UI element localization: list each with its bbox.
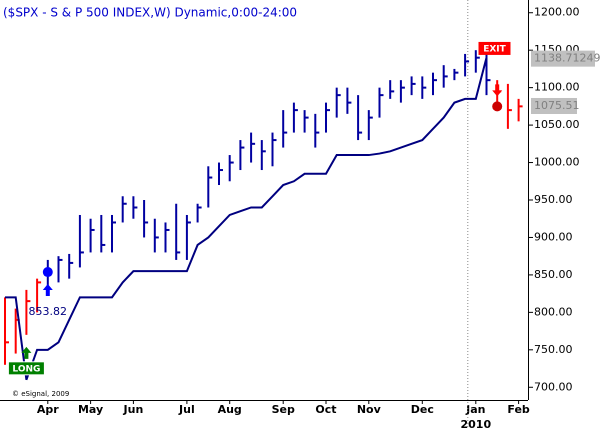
x-tick-label: May — [78, 403, 103, 416]
year-label: 2010 — [460, 418, 491, 431]
price-label: 1138.71249 — [534, 52, 600, 65]
y-tick-label: 1100.00 — [534, 81, 580, 94]
price-label: 1075.51 — [534, 99, 580, 112]
exit-label: EXIT — [483, 44, 506, 54]
x-tick-label: Aug — [218, 403, 242, 416]
y-tick-label: 1050.00 — [534, 118, 580, 131]
y-tick-label: 850.00 — [534, 268, 573, 281]
y-tick-label: 800.00 — [534, 305, 573, 318]
x-tick-label: Jul — [178, 403, 195, 416]
x-tick-label: Nov — [357, 403, 382, 416]
price-box — [531, 50, 595, 67]
entry-arrow — [21, 346, 32, 359]
x-tick-label: Dec — [411, 403, 434, 416]
x-tick-label: Jan — [465, 403, 485, 416]
y-tick-label: 1200.00 — [534, 6, 580, 19]
y-tick-label: 700.00 — [534, 380, 573, 393]
entry-price: 853.82 — [29, 305, 68, 318]
exit-fill — [492, 101, 503, 112]
exit-box — [478, 41, 511, 55]
y-tick-label: 950.00 — [534, 193, 573, 206]
chart-title: ($SPX - S & P 500 INDEX,W) Dynamic,0:00-… — [3, 6, 297, 20]
x-tick-label: Apr — [37, 403, 59, 416]
y-tick-label: 1000.00 — [534, 156, 580, 169]
copyright: © eSignal, 2009 — [12, 390, 69, 398]
y-tick-label: 750.00 — [534, 343, 573, 356]
entry-label: LONG — [12, 364, 40, 374]
price-box — [531, 97, 577, 114]
x-tick-label: Feb — [507, 403, 530, 416]
exit-arrow — [492, 84, 503, 97]
entry-box — [7, 361, 45, 376]
fill-arrow — [42, 284, 53, 297]
x-tick-label: Oct — [315, 403, 336, 416]
x-tick-label: Sep — [272, 403, 295, 416]
y-tick-label: 900.00 — [534, 230, 573, 243]
x-tick-label: Jun — [123, 403, 144, 416]
stop-line — [5, 57, 488, 381]
entry-fill — [42, 267, 53, 278]
